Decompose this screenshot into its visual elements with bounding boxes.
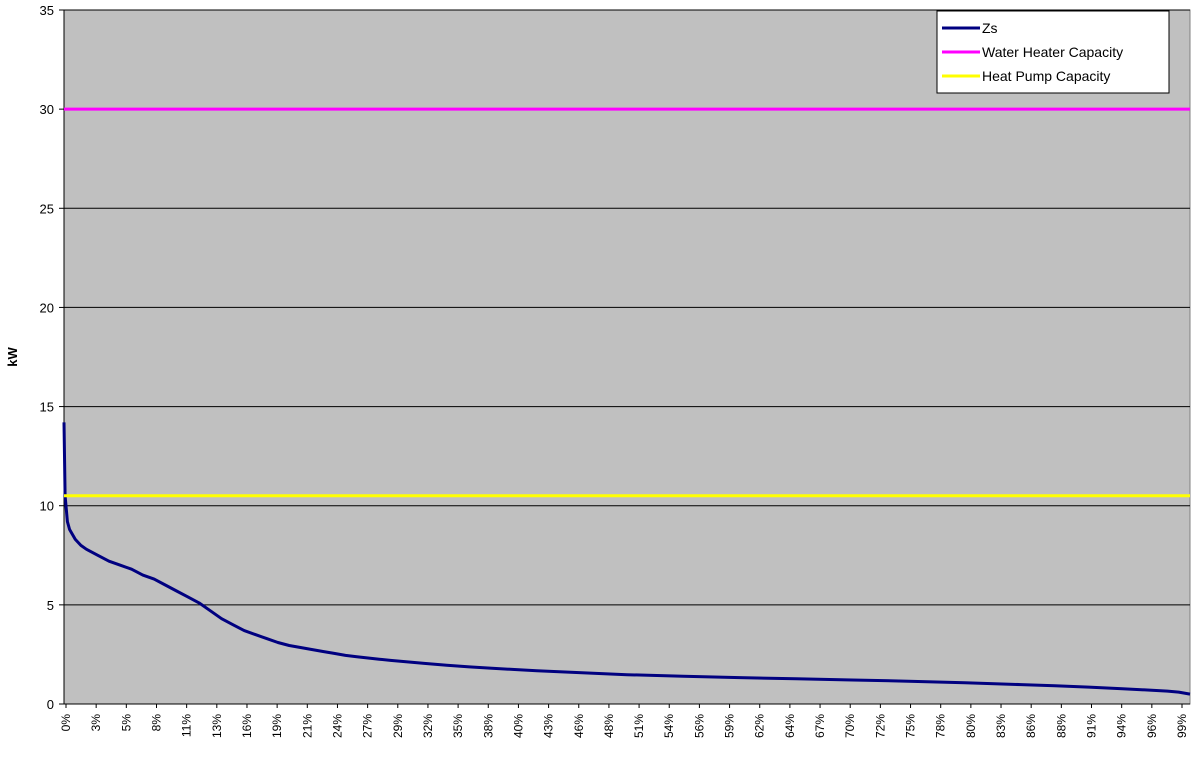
x-tick-label: 29% [391,714,405,738]
x-tick-label: 46% [572,714,586,738]
y-tick-label: 5 [47,598,54,613]
series-line-zs [62,422,1191,696]
x-tick-label: 24% [330,714,344,738]
x-tick-label: 3% [89,714,103,732]
x-tick-label: 88% [1054,714,1068,738]
x-tick-label: 13% [210,714,224,738]
x-tick-label: 19% [270,714,284,738]
x-tick-label: 78% [934,714,948,738]
legend: Zs Water Heater Capacity Heat Pump Capacit… [936,10,1170,94]
x-tick-label: 91% [1085,714,1099,738]
x-tick-label: 21% [300,714,314,738]
y-tick-label: 30 [40,102,54,117]
legend-label: Zs [982,20,998,36]
x-tick-label: 75% [904,714,918,738]
x-tick-label: 80% [964,714,978,738]
y-tick-label: 35 [40,3,54,18]
x-tick-label: 5% [119,714,133,732]
x-tick-label: 67% [813,714,827,738]
x-tick-label: 72% [873,714,887,738]
y-tick-label: 25 [40,201,54,216]
x-tick-label: 27% [361,714,375,738]
x-tick-label: 32% [421,714,435,738]
y-tick-label: 0 [47,697,54,712]
y-tick-label: 15 [40,400,54,415]
x-tick-label: 43% [542,714,556,738]
x-tick-label: 40% [511,714,525,738]
x-tick-label: 16% [240,714,254,738]
x-tick-label: 99% [1175,714,1189,738]
x-tick-label: 35% [451,714,465,738]
x-tick-label: 56% [692,714,706,738]
x-tick-label: 64% [783,714,797,738]
x-tick-label: 83% [994,714,1008,738]
x-tick-label: 51% [632,714,646,738]
x-tick-label: 8% [149,714,163,732]
legend-label: Water Heater Capacity [982,44,1123,60]
x-tick-label: 86% [1024,714,1038,738]
x-tick-label: 59% [723,714,737,738]
y-tick-label: 20 [40,300,54,315]
x-tick-label: 62% [753,714,767,738]
x-tick-label: 11% [180,714,194,737]
axes: 0 5 10 15 20 25 30 35 0% 3% 5% 8% 11% 13% 16% 19% 21% 24%… [40,3,1190,738]
x-tick-label: 54% [662,714,676,738]
x-tick-label: 94% [1115,714,1129,738]
legend-label: Heat Pump Capacity [982,68,1110,84]
x-tick-label: 0% [59,714,73,732]
x-tick-label: 38% [481,714,495,738]
x-tick-label: 48% [602,714,616,738]
y-tick-label: 10 [40,499,54,514]
plot-area-background [63,9,1191,705]
y-axis-label: kW [5,347,20,367]
series-lines [62,107,1191,696]
x-tick-label: 70% [843,714,857,738]
x-tick-label: 96% [1145,714,1159,738]
